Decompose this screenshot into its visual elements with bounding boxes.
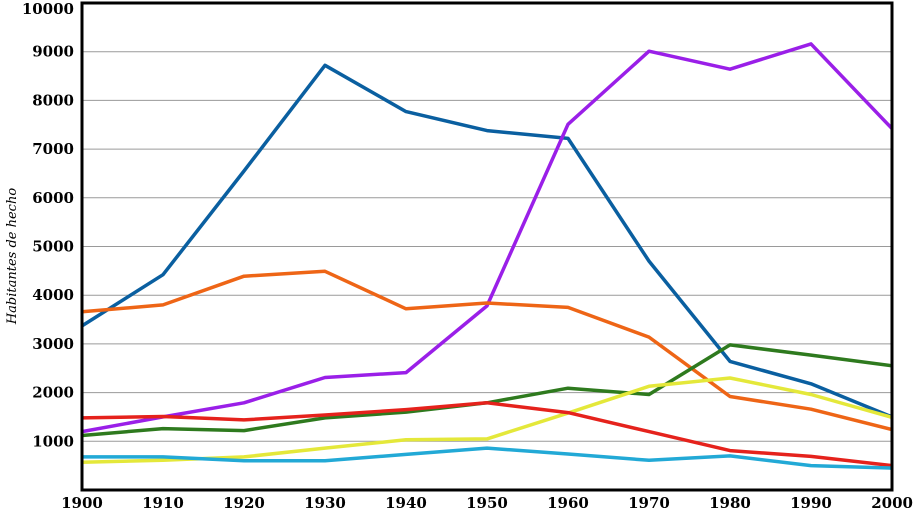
series-line-3 [81,269,893,432]
y-tick-label: 1000 [32,432,74,450]
x-tick-label: 1920 [223,494,265,512]
y-tick-label: 5000 [32,238,74,256]
series-lines [81,42,894,470]
x-tick-label: 1940 [385,494,427,512]
y-tick-label: 10000 [22,0,74,18]
y-tick-label: 2000 [32,384,74,402]
series-line-6 [81,401,893,468]
y-tick-label: 8000 [32,91,74,109]
series-line-2 [81,42,894,434]
x-axis-ticks: 1900 1910 1920 1930 1940 1950 1960 1970 1980 1990… [61,494,913,512]
series-line-1 [81,63,893,419]
y-tick-label: 3000 [32,335,74,353]
x-tick-label: 1990 [790,494,832,512]
y-tick-label: 4000 [32,286,74,304]
x-tick-label: 1950 [466,494,508,512]
x-tick-label: 1930 [304,494,346,512]
series-line-4 [81,343,893,438]
x-tick-label: 2000 [871,494,913,512]
x-tick-label: 1960 [547,494,589,512]
x-tick-label: 1980 [709,494,751,512]
plot-frame [80,1,894,492]
x-tick-label: 1970 [628,494,670,512]
y-tick-label: 7000 [32,140,74,158]
y-axis-ticks: 1000 2000 3000 4000 5000 6000 7000 8000 9000 1000… [22,0,74,450]
series-line-7 [82,446,893,470]
x-tick-label: 1910 [142,494,184,512]
y-axis-label: Habitantes de hecho [5,188,20,326]
y-tick-label: 6000 [32,189,74,207]
x-tick-label: 1900 [61,494,103,512]
y-tick-label: 9000 [32,43,74,61]
